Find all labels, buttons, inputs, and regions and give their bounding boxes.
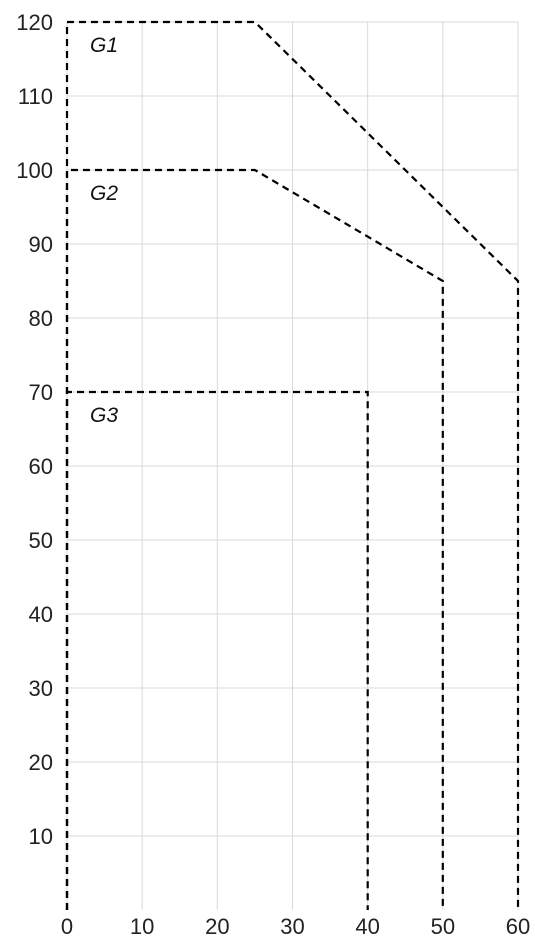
tick-labels: 0 10 20 30 40 50 60 10 20 30 40 50 60 70 80 90 100 110 120 (16, 10, 530, 938)
x-tick-label-50: 50 (431, 914, 455, 938)
y-tick-label-90: 90 (29, 232, 53, 257)
region-label-g2: G2 (90, 182, 118, 205)
y-tick-label-20: 20 (29, 750, 53, 775)
y-tick-label-30: 30 (29, 676, 53, 701)
x-tick-label-20: 20 (205, 914, 229, 938)
y-tick-label-80: 80 (29, 306, 53, 331)
x-tick-label-30: 30 (280, 914, 304, 938)
region-label-g1: G1 (90, 34, 118, 57)
y-tick-label-40: 40 (29, 602, 53, 627)
region-label-g3: G3 (90, 404, 118, 427)
x-tick-label-0: 0 (61, 914, 73, 938)
y-tick-label-100: 100 (16, 158, 53, 183)
x-tick-label-40: 40 (355, 914, 379, 938)
grid (67, 22, 518, 910)
y-tick-label-120: 120 (16, 10, 53, 35)
y-tick-label-70: 70 (29, 380, 53, 405)
x-tick-label-60: 60 (506, 914, 530, 938)
y-tick-label-60: 60 (29, 454, 53, 479)
y-tick-label-50: 50 (29, 528, 53, 553)
x-tick-label-10: 10 (130, 914, 154, 938)
y-tick-label-10: 10 (29, 824, 53, 849)
region-labels: G1 G2 G3 (90, 34, 118, 427)
y-tick-label-110: 110 (18, 84, 53, 109)
